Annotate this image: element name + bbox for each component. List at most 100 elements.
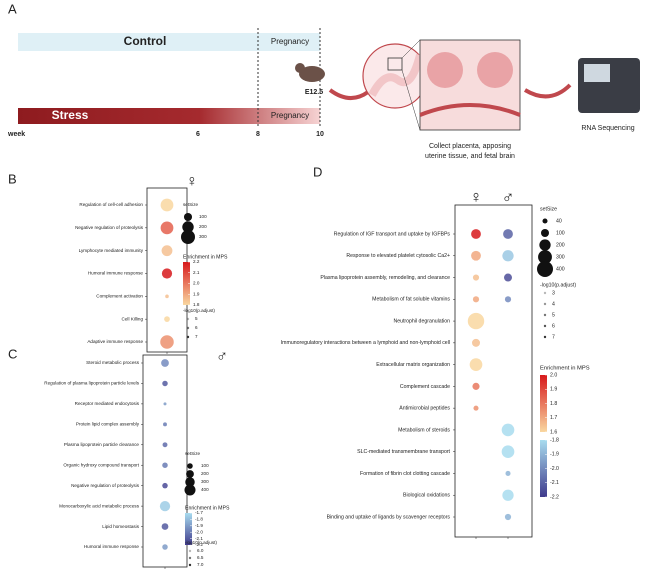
dot: [504, 296, 512, 303]
legend-label: 2.0: [550, 372, 557, 378]
dot: [472, 338, 480, 347]
sequencer-screen: [584, 64, 610, 82]
legend-title: setSize: [185, 451, 201, 456]
legend-dot: [181, 230, 195, 244]
category-label: Biological oxidations: [403, 493, 450, 499]
legend-label: 1.8: [550, 401, 557, 407]
legend-title: -log10(p.adjust): [185, 540, 217, 545]
category-label: Neutrophil degranulation: [393, 318, 450, 324]
dot: [162, 380, 168, 387]
legend-label: -2.1: [550, 480, 559, 486]
category-label: Extracellular matrix organization: [376, 362, 450, 368]
panel-letter: C: [8, 346, 17, 361]
legend-label: 6: [552, 323, 555, 329]
legend-label: 100: [199, 214, 207, 219]
dot: [163, 422, 167, 427]
dot: [163, 402, 167, 406]
legend-dot: [187, 463, 193, 469]
legend-label: -1.9: [195, 523, 203, 528]
category-label: Binding and uptake of ligands by scaveng…: [327, 514, 451, 520]
legend-label: 100: [201, 463, 209, 468]
legend-label: 6: [195, 325, 198, 330]
legend-dot: [188, 563, 192, 567]
dot: [502, 250, 514, 262]
dot: [161, 523, 169, 530]
zoom-line: [401, 39, 421, 59]
category-label: Complement cascade: [400, 384, 450, 390]
tissue: [419, 103, 521, 117]
dot: [501, 423, 515, 437]
dot: [472, 382, 480, 390]
dot: [162, 482, 168, 489]
legend-label: 200: [199, 224, 207, 229]
color-bar: [183, 262, 190, 305]
dot: [159, 500, 171, 512]
caption: Collect placenta, apposing: [429, 143, 511, 150]
dot: [164, 316, 170, 323]
pregnancy-label: Pregnancy: [271, 111, 309, 120]
legend-dot: [542, 218, 548, 224]
dot: [471, 229, 481, 239]
legend-label: 5: [195, 316, 198, 321]
category-label: Antimicrobial peptides: [399, 406, 450, 412]
legend-dot: [186, 317, 190, 321]
category-label: Protein lipid complex assembly: [76, 422, 140, 427]
category-label: Negative regulation of proteolysis: [71, 483, 140, 488]
legend-dot: [182, 221, 194, 233]
legend-title: Enrichment in MPS: [540, 366, 590, 372]
legend-dot: [538, 250, 552, 264]
category-label: Metabolism of fat soluble vitamins: [372, 297, 450, 303]
week-tick: 8: [256, 131, 260, 138]
category-label: Negative regulation of proteolysis: [75, 225, 144, 230]
column-symbol: ♂: [502, 187, 515, 206]
category-label: Regulation of plasma lipoprotein particl…: [44, 381, 139, 386]
legend-label: -1.9: [550, 452, 559, 458]
legend-label: 7.0: [197, 562, 204, 567]
legend-label: 1.7: [550, 415, 557, 421]
legend-title: -log10(p.adjust): [183, 308, 215, 313]
dot: [473, 405, 479, 411]
category-label: Metabolism of steroids: [398, 427, 450, 433]
arrow: [328, 88, 370, 100]
dot: [165, 294, 169, 299]
dot: [472, 274, 480, 281]
legend-dot: [186, 470, 194, 478]
legend-dot: [543, 291, 547, 295]
legend-label: 1.9: [193, 291, 200, 296]
control-label: Control: [124, 34, 167, 48]
dot: [162, 544, 168, 550]
dot: [467, 312, 485, 330]
panel-letter: B: [8, 171, 17, 186]
panel-a: A Control Pregnancy Stress Pregnancy wee…: [7, 1, 640, 160]
legend-dot: [184, 484, 196, 496]
dot: [161, 359, 169, 367]
mouse-head: [295, 63, 305, 73]
dot: [471, 250, 481, 261]
category-label: Cell Killing: [122, 316, 144, 321]
dot: [161, 245, 173, 257]
column-symbol: ♀: [186, 173, 198, 190]
column-symbol: ♀: [470, 187, 483, 206]
dot: [160, 221, 174, 235]
category-label: Lymphocyte mediated immunity: [79, 248, 144, 253]
legend-dot: [539, 239, 551, 251]
legend-label: 300: [556, 254, 565, 260]
legend-title: setSize: [183, 202, 199, 207]
dot: [469, 358, 483, 371]
category-label: Humoral immune response: [88, 271, 144, 276]
category-label: Adaptive immune response: [87, 339, 143, 344]
dot: [160, 335, 174, 349]
legend-label: -1.8: [550, 437, 559, 443]
category-label: Regulation of IGF transport and uptake b…: [334, 231, 451, 237]
legend-dot: [186, 335, 190, 339]
legend-title: Enrichment in MPS: [185, 505, 230, 511]
arrow: [523, 83, 572, 99]
dot-chart: B Regulation of cell-cell adhesion Negativ…: [8, 171, 228, 354]
category-label: Plasma lipoprotein assembly, remodeling,…: [320, 275, 450, 281]
category-label: Monocarboxylic acid metabolic process: [59, 503, 140, 508]
dot: [504, 273, 512, 282]
legend-title: Enrichment in MPS: [183, 254, 228, 260]
color-bar: [540, 440, 547, 497]
legend-label: -2.1: [195, 536, 203, 541]
mouse: [299, 66, 325, 82]
